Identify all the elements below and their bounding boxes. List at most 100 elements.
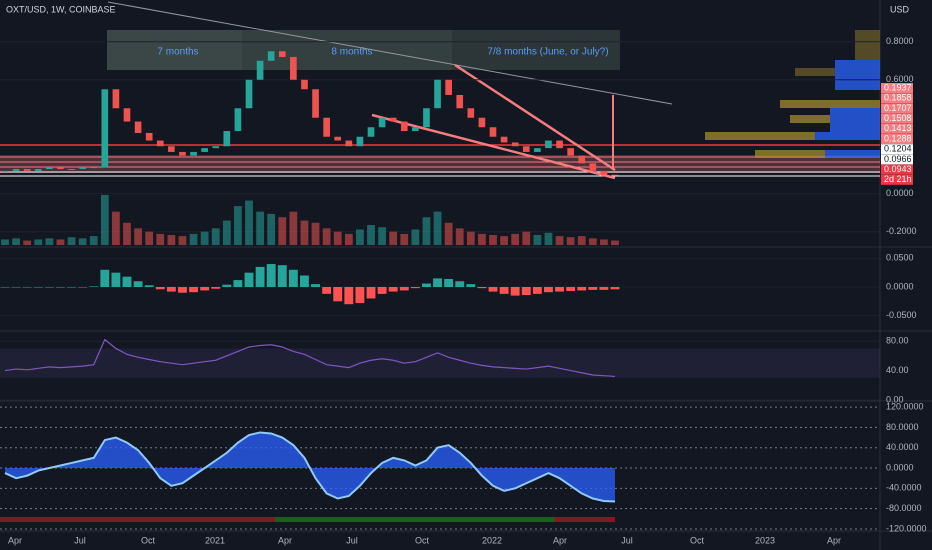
candle [345, 140, 353, 147]
macd-bar [266, 264, 276, 287]
candle [234, 108, 242, 132]
candle [179, 151, 186, 156]
macd-bar [499, 286, 509, 294]
price-tag [881, 134, 913, 144]
candle [57, 167, 64, 170]
volume-bar [322, 228, 331, 245]
candle [334, 136, 342, 141]
candle [46, 167, 53, 170]
macd-bar [189, 286, 198, 293]
volume-bar [311, 222, 320, 245]
levels [0, 1, 880, 180]
osc-area [5, 432, 615, 502]
price-tag-label: 2d 21h [884, 174, 912, 184]
volume-bar [1, 239, 9, 245]
candle [278, 51, 286, 57]
macd-bar [488, 286, 498, 292]
price-tag-label: 0.0966 [884, 154, 912, 164]
price-tag [881, 164, 913, 175]
macd-bar [444, 278, 454, 287]
volume-bar [611, 240, 619, 245]
macd-bar [532, 286, 542, 294]
macd-bar [466, 284, 476, 287]
volume-bar [300, 220, 309, 245]
annotation: 7/8 months (June, or July?) [487, 47, 608, 58]
macd-bar [433, 278, 442, 287]
macd-bar [477, 286, 487, 289]
volume-profile [705, 30, 880, 158]
volume-bar [200, 231, 209, 245]
macd-bar [78, 286, 88, 288]
candle [522, 146, 530, 152]
volume-bar [588, 238, 597, 245]
price-tag-label: 0.1204 [884, 144, 912, 154]
macd-bar [277, 265, 287, 287]
macd-bar [333, 286, 343, 302]
trend-bar [0, 517, 275, 522]
candle [567, 148, 574, 156]
candle [434, 79, 441, 109]
candle [34, 169, 42, 171]
macd-bar [233, 280, 243, 287]
volume-bar [167, 235, 176, 245]
y-tick-label: 40.0000 [886, 442, 919, 452]
macd-bar [111, 272, 121, 287]
candle [256, 60, 264, 80]
macd-bar [89, 286, 99, 287]
volume-bar [23, 240, 32, 245]
candle [112, 89, 120, 109]
macd-bar [577, 286, 587, 291]
macd-bar [155, 286, 165, 290]
candle [367, 127, 375, 137]
candle [478, 117, 486, 128]
macd-bar [322, 286, 332, 294]
candle [101, 89, 109, 168]
volume-bar [123, 222, 131, 245]
volume-bar [411, 229, 420, 245]
candle [511, 142, 519, 147]
macd-bar [311, 284, 320, 287]
macd-bar [211, 286, 221, 289]
candle [123, 108, 131, 122]
candle [611, 174, 619, 176]
volume-bar [78, 238, 87, 245]
volume-bar [533, 235, 542, 245]
candle [190, 151, 197, 156]
macd-bar [0, 286, 10, 288]
y-tick-label: 0.0000 [886, 188, 914, 198]
volume-bar [45, 238, 54, 245]
x-tick-label: Apr [553, 535, 567, 545]
volume-bar [289, 211, 298, 245]
price-tag-label: 0.1937 [884, 82, 912, 92]
candle [1, 170, 9, 172]
macd-bar [67, 286, 76, 288]
candle [556, 140, 563, 149]
y-tick-label: -120.0000 [886, 523, 927, 533]
macd-bar [588, 286, 598, 290]
candle [456, 94, 464, 109]
volume-bar [444, 222, 453, 245]
volume-bar [256, 211, 264, 245]
price-tag-label: 0.1413 [884, 123, 912, 133]
volume-bar [400, 233, 409, 245]
candle [145, 132, 153, 141]
volume-bar [577, 236, 586, 245]
price-tag [881, 113, 913, 124]
price-tag-label: 0.1707 [884, 103, 912, 113]
macd-bar [288, 269, 298, 287]
macd-bar [510, 286, 520, 296]
currency: USD [890, 4, 910, 14]
volume-bar [389, 231, 398, 245]
rsi-line [4, 338, 616, 378]
x-tick-label: Jul [621, 535, 633, 545]
box-7-months [107, 30, 242, 70]
macd-bar [255, 266, 265, 287]
volume-bar [566, 237, 575, 245]
y-tick-label: 0.0000 [886, 462, 914, 472]
macd-bar [178, 286, 187, 293]
volume-bar [344, 233, 353, 245]
volume-bar [466, 231, 475, 245]
y-tick-label: -0.0500 [886, 310, 917, 320]
macd-bar [355, 286, 365, 304]
